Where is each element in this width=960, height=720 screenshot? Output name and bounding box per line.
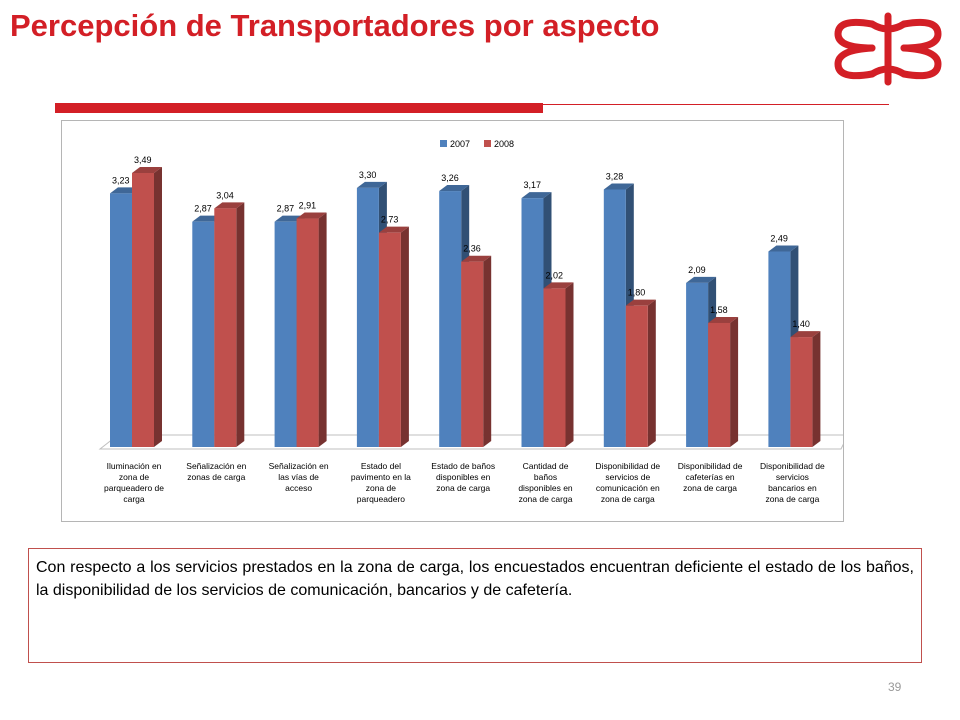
legend-label-2007: 2007 [450, 139, 470, 149]
bar-2007-8 [768, 251, 791, 447]
company-logo [834, 12, 942, 86]
value-label-2008-4: 2,36 [463, 244, 481, 254]
bar-side-2008-0 [154, 167, 162, 447]
bar-top-2008-5 [543, 282, 574, 289]
value-label-2007-3: 3,30 [359, 170, 377, 180]
bar-top-2007-6 [603, 183, 634, 190]
bar-2007-3 [356, 187, 379, 447]
category-label-0: Iluminación en zona de parqueadero de carga [104, 461, 164, 504]
bar-top-2007-7 [686, 276, 717, 283]
value-label-2008-7: 1,58 [710, 305, 728, 315]
bar-2008-3 [378, 232, 401, 447]
bar-side-2008-6 [647, 299, 656, 447]
bar-side-2008-3 [400, 226, 409, 447]
bar-2008-5 [543, 288, 566, 447]
value-label-2007-7: 2,09 [688, 265, 706, 275]
category-label-5: Cantidad de baños disponibles en zona de ca… [518, 461, 573, 504]
bar-top-2008-4 [461, 255, 492, 262]
bar-2007-4 [439, 191, 462, 447]
bar-side-2008-2 [318, 212, 327, 447]
bar-top-2008-8 [790, 331, 821, 338]
bar-2007-7 [686, 282, 709, 447]
bar-side-2008-4 [483, 255, 492, 447]
bar-top-2007-5 [521, 192, 552, 199]
description-box: Con respecto a los servicios prestados e… [28, 548, 922, 663]
category-label-8: Disponibilidad de servicios bancarios en zo… [760, 461, 825, 504]
title-underline-thin [543, 104, 889, 105]
value-label-2008-2: 2,91 [299, 201, 317, 211]
bar-2007-5 [521, 198, 544, 447]
category-label-6: Disponibilidad de servicios de comunicació… [595, 461, 660, 504]
bar-top-2007-3 [356, 181, 387, 188]
bar-2008-8 [790, 337, 813, 447]
bar-top-2008-7 [708, 316, 739, 323]
value-label-2008-0: 3,49 [134, 155, 152, 165]
description-text: Con respecto a los servicios prestados e… [36, 559, 914, 599]
value-label-2007-1: 2,87 [194, 204, 212, 214]
slide-title: Percepción de Transportadores por aspect… [10, 8, 660, 43]
bar-2007-0 [110, 193, 132, 447]
category-label-1: Señalización en zonas de carga [186, 461, 246, 482]
bar-2007-6 [603, 189, 626, 447]
value-label-2008-1: 3,04 [216, 190, 234, 200]
legend-swatch-2007 [440, 140, 447, 147]
bar-top-2007-4 [439, 185, 470, 192]
legend-swatch-2008 [484, 140, 491, 147]
bar-top-2008-6 [625, 299, 656, 306]
value-label-2007-8: 2,49 [770, 234, 788, 244]
value-label-2007-2: 2,87 [277, 204, 295, 214]
bar-top-2008-0 [132, 167, 162, 173]
category-label-2: Señalización en las vías de acceso [269, 461, 329, 493]
value-label-2008-5: 2,02 [546, 270, 564, 280]
chart-frame: 2007 2008 3,23 3,49 Iluminación en zona de par… [61, 120, 844, 522]
value-label-2007-6: 3,28 [606, 171, 624, 181]
bar-2008-2 [296, 218, 319, 447]
bar-top-2008-3 [378, 226, 409, 233]
bar-chart: 2007 2008 3,23 3,49 Iluminación en zona de par… [98, 139, 843, 504]
value-label-2008-8: 1,40 [792, 319, 810, 329]
bar-side-2008-5 [565, 282, 574, 447]
category-label-7: Disponibilidad de cafeterías en zona de ca… [678, 461, 743, 493]
category-label-4: Estado de baños disponibles en zona de car… [431, 461, 495, 493]
bar-top-2007-8 [768, 245, 799, 252]
page-number: 39 [888, 680, 902, 694]
bar-2008-6 [625, 305, 648, 447]
bar-2007-1 [192, 221, 215, 447]
bar-side-2008-1 [236, 202, 245, 447]
value-label-2007-0: 3,23 [112, 175, 130, 185]
bar-side-2008-7 [730, 316, 739, 447]
bar-2008-4 [461, 261, 484, 447]
bar-side-2008-8 [812, 331, 821, 447]
bar-2007-2 [274, 221, 297, 447]
bar-2008-7 [708, 322, 731, 447]
value-label-2008-3: 2,73 [381, 215, 399, 225]
title-underline-thick [55, 103, 543, 113]
bar-2008-1 [214, 208, 237, 447]
value-label-2007-4: 3,26 [441, 173, 459, 183]
bar-top-2008-2 [296, 212, 327, 219]
value-label-2007-5: 3,17 [524, 180, 542, 190]
value-label-2008-6: 1,80 [628, 288, 646, 298]
bar-2008-0 [132, 173, 154, 447]
category-label-3: Estado del pavimento en la zona de parquead… [351, 461, 411, 504]
bar-top-2008-1 [214, 202, 245, 209]
legend-label-2008: 2008 [494, 139, 514, 149]
